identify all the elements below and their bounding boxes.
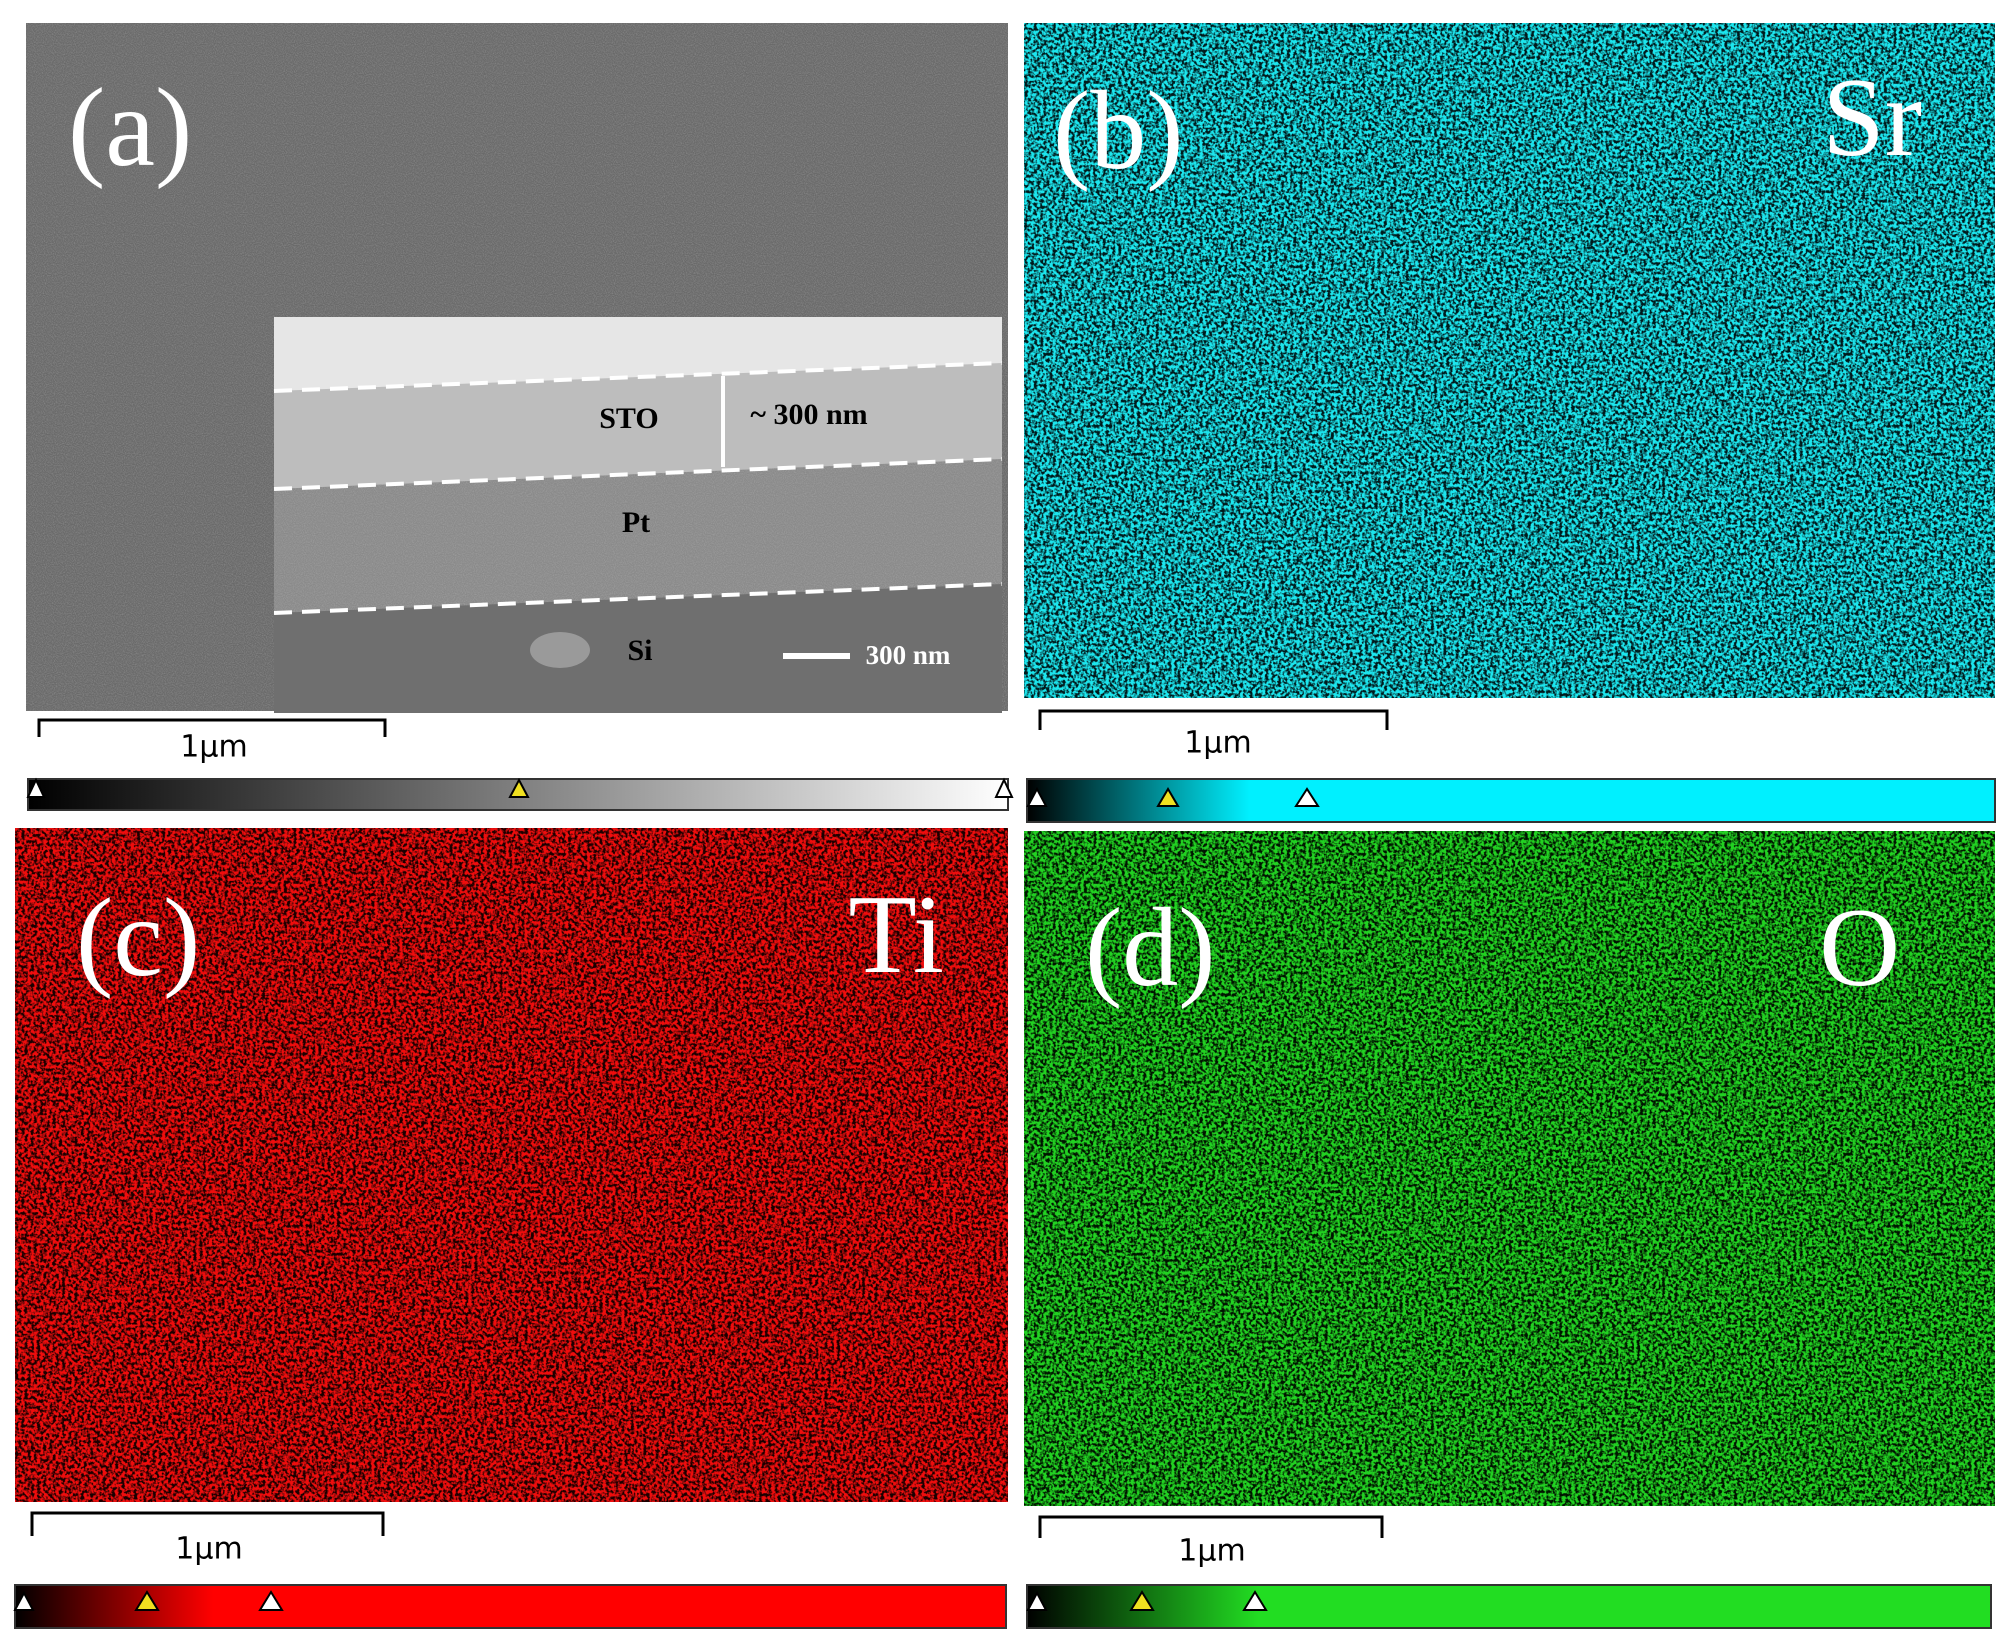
panel-label: (c) xyxy=(76,876,200,1000)
slider xyxy=(994,777,1014,798)
element-label: Ti xyxy=(848,873,944,997)
slider xyxy=(258,1590,284,1611)
sr-map xyxy=(1024,23,1995,698)
slider xyxy=(1129,1590,1155,1611)
sliders xyxy=(13,777,1320,1611)
panel-label: (b) xyxy=(1053,69,1184,193)
inset-particle xyxy=(530,632,590,668)
inset-top xyxy=(274,317,1002,391)
panel-label: (a) xyxy=(68,66,192,190)
color-bar xyxy=(1026,1584,1992,1629)
slider xyxy=(1294,787,1320,807)
color-bar xyxy=(14,1584,1007,1629)
slider xyxy=(1026,786,1048,807)
scale-label: 1µm xyxy=(1184,726,1251,761)
thickness-label: ~ 300 nm xyxy=(750,398,867,431)
slider xyxy=(13,1590,35,1611)
o-map xyxy=(1024,831,1995,1506)
interface-line xyxy=(273,582,1003,615)
scale-bars xyxy=(30,709,1389,1538)
ti-map xyxy=(15,828,1008,1502)
scale-bar xyxy=(1038,1515,1384,1538)
slider xyxy=(508,777,530,798)
slider xyxy=(26,777,46,798)
inset: STO ~ 300 nm Pt Si 300 nm xyxy=(273,317,1003,713)
slider xyxy=(134,1590,160,1611)
color-bar xyxy=(1026,778,1996,823)
interface-line xyxy=(273,361,1003,393)
scale-bar xyxy=(37,718,387,737)
layer-label: STO xyxy=(599,402,659,435)
scale-label: 1µm xyxy=(180,730,247,765)
slider xyxy=(1156,787,1180,807)
scale-bar xyxy=(1038,709,1389,730)
scale-label: 1µm xyxy=(175,1532,242,1567)
interfaces xyxy=(273,361,1003,615)
scale-bar xyxy=(30,1511,385,1536)
interface-line xyxy=(273,457,1003,491)
layer-label: Si xyxy=(627,634,652,667)
slider xyxy=(1242,1590,1268,1611)
element-label: Sr xyxy=(1822,56,1922,180)
panel-label: (d) xyxy=(1085,886,1216,1010)
element-label: O xyxy=(1819,886,1900,1010)
layer-label: Pt xyxy=(622,506,650,539)
scale-label: 1µm xyxy=(1178,1534,1245,1569)
slider xyxy=(1026,1590,1048,1611)
inset-scale-label: 300 nm xyxy=(866,640,951,670)
inset-pt-grain xyxy=(274,459,1002,613)
